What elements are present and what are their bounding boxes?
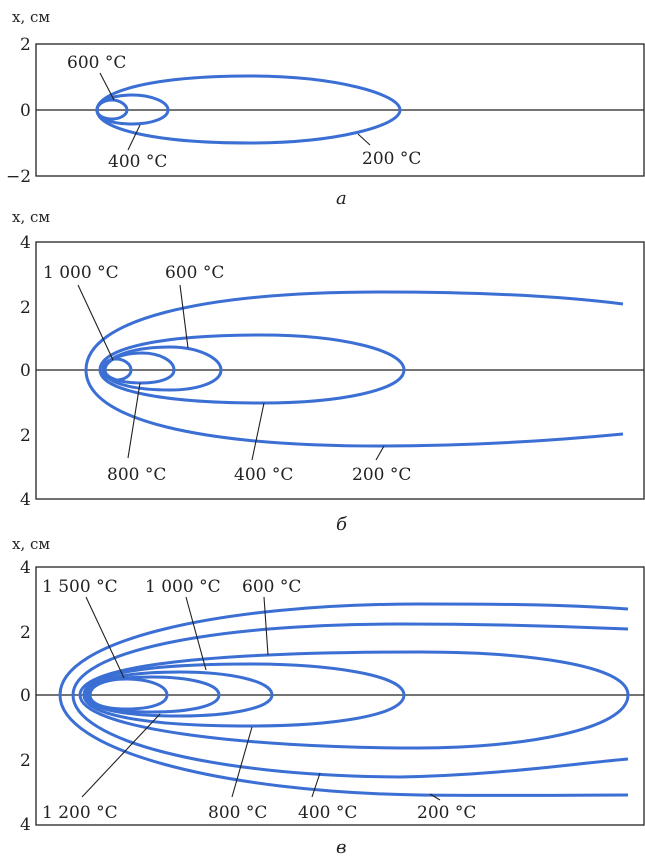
panel-c-tick-4-bottom: 4 <box>20 815 31 835</box>
label-600-c: 600 °C <box>242 577 301 597</box>
isotherm-800-c <box>82 662 406 728</box>
label-200-c: 200 °C <box>417 803 476 823</box>
panel-a-tick-top: 2 <box>20 35 31 55</box>
label-400-b: 400 °C <box>234 465 293 485</box>
panel-a-tick-bottom: −2 <box>6 167 31 187</box>
panel-c: x, см 4 2 0 2 4 1 500 °C 1 000 °C 600 °C… <box>12 535 645 857</box>
label-800-b: 800 °C <box>107 465 166 485</box>
panel-b-caption: б <box>336 514 348 535</box>
lead-600-b <box>179 284 189 349</box>
panel-c-tick-2-bottom: 2 <box>20 751 31 771</box>
lead-1000-b <box>77 284 114 361</box>
panel-c-tick-2-top: 2 <box>20 623 31 643</box>
lead-200-b <box>375 445 385 461</box>
panel-c-axis-label: x, см <box>12 535 50 553</box>
lead-1200-c <box>81 713 161 798</box>
isotherm-800-b <box>103 351 176 385</box>
lead-400-c <box>311 772 321 798</box>
label-1200-c: 1 200 °C <box>42 803 118 823</box>
panel-c-tick-zero: 0 <box>20 686 31 706</box>
lead-1000-c <box>185 596 207 671</box>
isotherm-200-b <box>84 290 624 448</box>
isotherm-1200-c <box>86 675 221 714</box>
lead-400-b <box>251 402 265 461</box>
panel-a-axis-label: x, см <box>12 8 50 26</box>
panel-b-axis-label: x, см <box>12 208 50 226</box>
label-1000-c: 1 000 °C <box>145 577 221 597</box>
lead-800-b <box>127 382 141 459</box>
panel-a-tick-zero: 0 <box>20 101 31 121</box>
isotherm-1000-c <box>84 670 274 718</box>
lead-200-c <box>429 793 441 801</box>
lead-600-a <box>99 72 115 101</box>
panel-a-caption: а <box>336 188 347 209</box>
label-200-b: 200 °C <box>352 465 411 485</box>
isotherm-400-b <box>98 333 406 405</box>
panel-a: x, см 2 0 −2 600 °C 400 °C 200 °C а <box>6 8 645 209</box>
isotherm-1000-b <box>101 357 133 382</box>
panel-b-tick-2-bottom: 2 <box>20 426 31 446</box>
label-200-a: 200 °C <box>362 149 421 169</box>
lead-200-a <box>357 133 371 146</box>
label-400-c: 400 °C <box>298 803 357 823</box>
panel-b: x, см 4 2 0 2 4 1 000 °C 600 °C 800 °C 4… <box>12 208 645 535</box>
panel-c-tick-4-top: 4 <box>20 558 31 578</box>
lead-1500-c <box>85 596 125 679</box>
label-400-a: 400 °C <box>108 152 167 172</box>
isotherm-400-c <box>71 622 629 779</box>
panel-b-tick-4-top: 4 <box>20 233 31 253</box>
isotherm-200-c <box>58 602 629 797</box>
panel-b-tick-zero: 0 <box>20 361 31 381</box>
label-1500-c: 1 500 °C <box>42 577 118 597</box>
isotherm-600-b <box>102 345 223 392</box>
isotherm-600-a <box>95 98 129 121</box>
panel-b-tick-2-top: 2 <box>20 298 31 318</box>
panel-b-tick-4-bottom: 4 <box>20 490 31 510</box>
panel-c-caption: в <box>336 837 346 857</box>
lead-800-c <box>231 726 253 798</box>
lead-600-c <box>263 596 269 656</box>
label-800-c: 800 °C <box>208 803 267 823</box>
label-1000-b: 1 000 °C <box>43 263 119 283</box>
isotherm-1500-c <box>88 677 169 711</box>
isotherm-600-c <box>78 650 630 750</box>
lead-400-a <box>127 124 141 151</box>
label-600-b: 600 °C <box>165 263 224 283</box>
label-600-a: 600 °C <box>67 53 126 73</box>
panel-c-frame <box>35 566 645 826</box>
